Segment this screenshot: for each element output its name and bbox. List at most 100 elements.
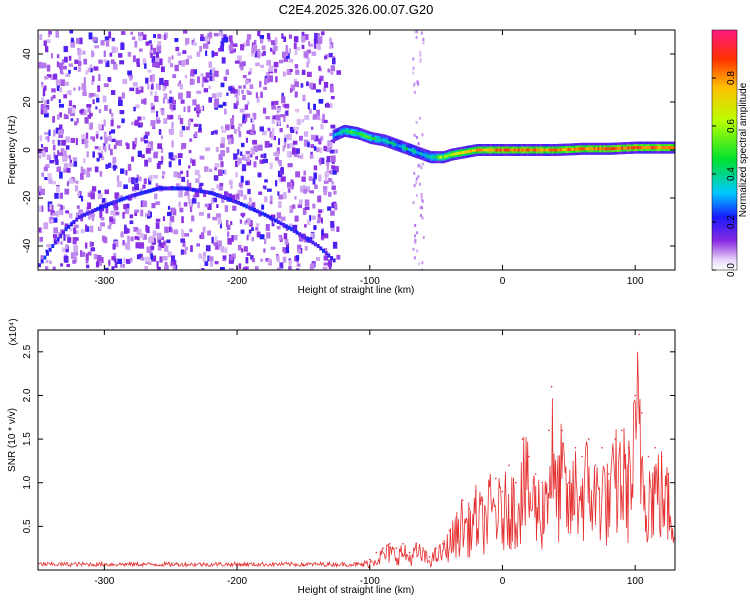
noise-cell bbox=[321, 233, 324, 240]
track-core-cell bbox=[454, 152, 457, 156]
track-core-cell bbox=[394, 143, 398, 146]
noise-cell bbox=[98, 153, 102, 158]
noise-cell bbox=[199, 46, 202, 52]
noise-cell bbox=[119, 139, 123, 147]
snr-data-point bbox=[169, 564, 172, 567]
noise-cell bbox=[221, 129, 227, 133]
noise-cell bbox=[95, 130, 99, 136]
noise-cell bbox=[59, 103, 64, 108]
noise-cell bbox=[40, 255, 43, 262]
track-core-cell bbox=[533, 148, 537, 152]
y-tick-label: -20 bbox=[22, 190, 33, 205]
noise-cell bbox=[74, 121, 78, 126]
noise-cell bbox=[298, 234, 304, 242]
noise-cell bbox=[301, 176, 306, 182]
noise-cell bbox=[199, 155, 205, 160]
noise-cell bbox=[78, 86, 81, 91]
noise-cell bbox=[101, 200, 106, 206]
noise-cell bbox=[237, 89, 241, 96]
noise-cell bbox=[162, 171, 166, 175]
noise-cell bbox=[70, 112, 75, 117]
noise-cell bbox=[307, 141, 310, 148]
noise-cell bbox=[291, 204, 296, 209]
noise-cell bbox=[177, 172, 181, 179]
noise-cell bbox=[303, 51, 309, 58]
noise-cell bbox=[277, 191, 280, 196]
noise-cell bbox=[207, 255, 210, 262]
snr-data-point bbox=[534, 473, 537, 475]
noise-cell bbox=[230, 118, 234, 126]
noise-cell bbox=[153, 175, 158, 179]
noise-cell bbox=[53, 129, 56, 137]
colorbar-tick-label: 0.8 bbox=[726, 71, 737, 85]
noise-cell bbox=[222, 101, 226, 107]
noise-cell bbox=[196, 243, 200, 247]
track-core-cell bbox=[621, 146, 625, 150]
low-track-cell bbox=[330, 256, 333, 260]
y-tick-label: 1.5 bbox=[22, 432, 33, 446]
low-track-cell bbox=[149, 188, 153, 193]
low-track-cell bbox=[165, 186, 169, 191]
noise-cell bbox=[114, 192, 120, 199]
noise-cell bbox=[73, 66, 77, 70]
low-track-cell bbox=[101, 204, 105, 209]
noise-cell bbox=[130, 236, 134, 242]
noise-cell bbox=[204, 166, 209, 172]
streak-cell bbox=[416, 249, 419, 253]
streak-cell bbox=[417, 163, 420, 167]
low-track-cell bbox=[239, 202, 243, 206]
noise-cell bbox=[322, 87, 327, 92]
low-track-cell bbox=[99, 205, 102, 210]
noise-cell bbox=[113, 201, 118, 209]
noise-cell bbox=[162, 175, 165, 179]
noise-cell bbox=[301, 153, 304, 160]
snr-data-point bbox=[408, 551, 411, 554]
noise-cell bbox=[164, 245, 169, 252]
noise-cell bbox=[303, 170, 306, 176]
noise-cell bbox=[253, 161, 257, 168]
noise-cell bbox=[309, 108, 312, 114]
noise-cell bbox=[76, 212, 79, 219]
noise-cell bbox=[178, 60, 184, 65]
noise-cell bbox=[169, 90, 172, 94]
noise-cell bbox=[60, 79, 65, 86]
noise-cell bbox=[137, 176, 142, 182]
noise-cell bbox=[286, 242, 290, 248]
noise-cell bbox=[119, 110, 125, 115]
streak-cell bbox=[415, 181, 418, 185]
noise-cell bbox=[311, 215, 316, 220]
track-core-cell bbox=[535, 148, 539, 152]
low-track-cell bbox=[234, 199, 238, 204]
noise-cell bbox=[91, 186, 97, 192]
noise-cell bbox=[158, 129, 162, 135]
low-track-cell bbox=[152, 187, 156, 192]
noise-cell bbox=[108, 144, 111, 150]
snr-data-point bbox=[594, 464, 597, 467]
low-track-cell bbox=[130, 193, 134, 198]
noise-cell bbox=[48, 30, 52, 35]
noise-cell bbox=[294, 91, 298, 98]
noise-cell bbox=[302, 119, 305, 123]
noise-cell bbox=[82, 86, 87, 92]
noise-cell bbox=[329, 132, 333, 137]
track-core-cell bbox=[382, 138, 386, 142]
noise-cell bbox=[43, 100, 47, 107]
noise-cell bbox=[265, 116, 270, 120]
noise-cell bbox=[63, 113, 67, 120]
snr-data-point bbox=[621, 429, 623, 432]
noise-cell bbox=[273, 135, 276, 141]
noise-cell bbox=[144, 131, 150, 136]
noise-cell bbox=[285, 44, 289, 52]
low-track-cell bbox=[96, 206, 100, 211]
noise-cell bbox=[73, 224, 79, 229]
noise-cell bbox=[171, 55, 174, 60]
noise-cell bbox=[279, 238, 283, 243]
low-track-cell bbox=[154, 187, 158, 192]
noise-cell bbox=[307, 219, 310, 224]
noise-cell bbox=[249, 220, 253, 227]
noise-cell bbox=[89, 241, 92, 248]
noise-cell bbox=[189, 228, 193, 233]
noise-cell bbox=[101, 235, 106, 242]
noise-cell bbox=[282, 247, 286, 253]
track-core-cell bbox=[491, 148, 495, 152]
